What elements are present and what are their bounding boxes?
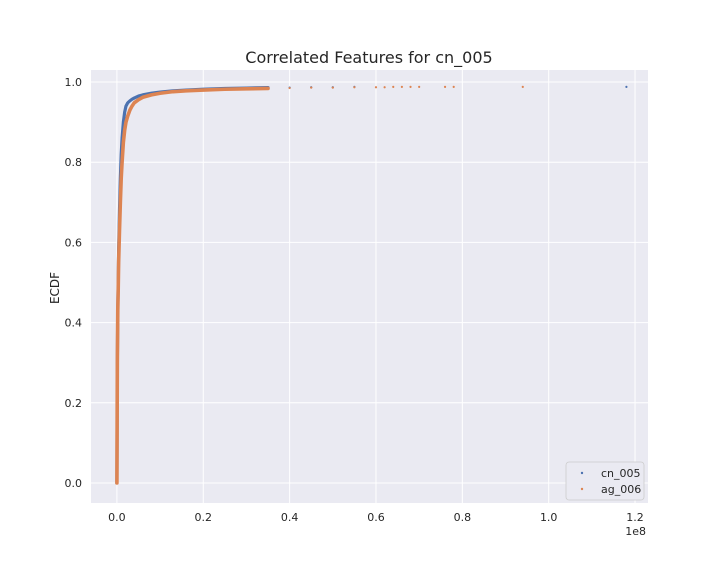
y-axis-ticks: 0.0 0.2 0.4 0.6 0.8 1.0 xyxy=(65,76,83,490)
data-point xyxy=(171,90,175,93)
data-point xyxy=(184,89,188,92)
y-tick-label: 1.0 xyxy=(65,76,83,89)
x-tick-label: 1.2 xyxy=(626,511,644,524)
data-point xyxy=(126,101,129,104)
data-point xyxy=(137,98,140,101)
data-point xyxy=(202,88,205,92)
data-point xyxy=(124,121,128,124)
x-tick-label: 0.6 xyxy=(367,511,385,524)
data-point xyxy=(128,99,131,102)
data-point xyxy=(122,121,125,124)
data-point xyxy=(418,85,421,88)
data-point xyxy=(123,129,126,132)
data-point xyxy=(310,86,313,89)
series-ag-006 xyxy=(115,85,524,485)
data-point xyxy=(141,96,144,99)
data-point xyxy=(266,87,270,90)
data-point xyxy=(223,88,226,91)
grid-lines xyxy=(91,70,648,503)
data-point xyxy=(115,481,119,485)
x-axis-ticks: 0.0 0.2 0.4 0.6 0.8 1.0 1.2 xyxy=(108,511,644,524)
data-point xyxy=(124,104,128,108)
x-tick-label: 0.4 xyxy=(281,511,299,524)
data-point xyxy=(133,101,136,104)
data-point xyxy=(120,177,123,180)
data-point xyxy=(117,289,120,292)
data-point xyxy=(443,85,447,88)
data-point xyxy=(383,86,386,89)
data-point xyxy=(158,92,162,95)
data-point xyxy=(119,201,122,204)
data-point xyxy=(120,161,124,164)
legend-box xyxy=(565,461,645,501)
legend-marker-cn-005 xyxy=(580,471,584,475)
y-axis-label: ECDF xyxy=(48,272,62,304)
data-point xyxy=(128,108,131,112)
data-point xyxy=(133,96,136,100)
data-point xyxy=(116,309,119,312)
data-point xyxy=(331,86,334,89)
x-tick-label: 0.2 xyxy=(195,511,213,524)
y-tick-label: 0.6 xyxy=(65,236,83,249)
data-point xyxy=(625,85,628,88)
data-point xyxy=(116,361,119,364)
data-point xyxy=(117,261,120,264)
data-point xyxy=(288,86,291,90)
data-point xyxy=(150,93,153,96)
data-point xyxy=(452,85,455,88)
x-tick-label: 0.0 xyxy=(108,511,126,524)
data-point xyxy=(245,87,248,90)
data-point xyxy=(392,85,395,88)
data-point xyxy=(353,86,356,89)
data-point xyxy=(521,85,524,88)
legend-marker-ag-006 xyxy=(580,487,584,491)
data-point xyxy=(118,229,121,232)
legend-label-cn-005: cn_005 xyxy=(601,467,641,480)
data-point xyxy=(137,94,140,98)
y-tick-label: 0.4 xyxy=(65,317,83,330)
chart-title: Correlated Features for cn_005 xyxy=(245,48,492,68)
plot-area xyxy=(91,70,648,503)
data-point xyxy=(400,85,403,88)
x-tick-label: 1.0 xyxy=(540,511,558,524)
y-tick-label: 0.2 xyxy=(65,397,83,410)
data-point xyxy=(122,141,125,144)
x-offset-label: 1e8 xyxy=(625,525,646,538)
data-point xyxy=(130,98,134,101)
data-point xyxy=(374,86,378,89)
ecdf-curve xyxy=(115,86,270,485)
y-tick-label: 0.8 xyxy=(65,156,83,169)
legend: cn_005 ag_006 xyxy=(565,461,645,501)
y-tick-label: 0.0 xyxy=(65,477,83,490)
x-tick-label: 0.8 xyxy=(454,511,472,524)
legend-label-ag-006: ag_006 xyxy=(601,483,641,496)
data-point xyxy=(123,111,126,114)
data-point xyxy=(409,85,412,88)
data-series xyxy=(115,85,628,485)
data-point xyxy=(126,115,129,118)
data-point xyxy=(130,104,134,108)
